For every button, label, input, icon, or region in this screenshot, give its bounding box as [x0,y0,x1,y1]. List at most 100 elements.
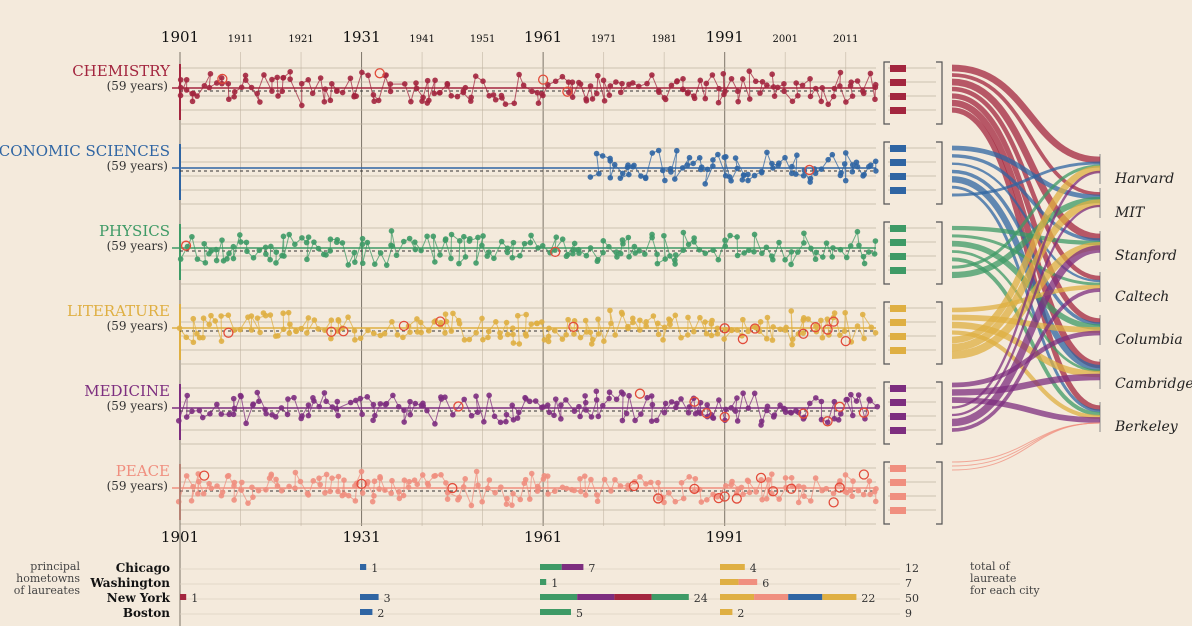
data-point [365,72,371,79]
data-point [254,315,261,321]
data-point [614,254,620,260]
data-point [763,407,770,414]
data-point [480,78,486,85]
data-point [177,84,184,91]
category-title: CHEMISTRY [72,62,171,80]
data-point [559,336,566,342]
data-point [801,493,807,499]
summary-bar [890,493,906,500]
bottom-tick-label: 1931 [342,528,380,546]
data-point [516,409,522,416]
data-point [461,233,467,240]
data-point [273,260,279,266]
data-point [287,321,293,328]
data-point [437,252,443,258]
data-point [190,339,197,346]
data-point [244,248,250,255]
data-point [745,405,752,412]
highlight-point [804,164,815,176]
data-point [619,80,625,87]
data-point [310,478,317,484]
data-point [267,256,273,263]
summary-bar [890,479,906,486]
top-tick-label: 1921 [288,34,313,45]
data-point [642,175,649,182]
highlight-point [634,388,646,399]
data-point [631,162,637,169]
data-point [359,490,366,496]
data-point [347,399,354,406]
data-point [655,331,662,338]
data-point [327,97,334,104]
data-point [333,406,340,412]
data-point [783,324,789,331]
city-count: 2 [377,607,384,620]
highlight-point [374,68,385,79]
data-point [377,401,384,407]
city-bar-segment [614,594,652,600]
data-point [756,328,763,334]
data-point [438,319,444,326]
data-point [723,406,729,413]
data-point [407,411,414,418]
data-point [854,163,861,170]
flow-ribbon [951,164,1101,269]
data-point [648,418,655,424]
highlight-point [731,493,742,504]
data-point [690,160,696,167]
data-point [280,310,286,317]
data-point [365,327,371,334]
data-point [765,477,772,483]
data-point [764,82,770,89]
data-point [285,309,292,316]
data-point [393,252,400,259]
data-point [612,332,618,338]
data-point [460,89,467,96]
data-point [583,252,590,259]
data-point [696,409,703,415]
data-point [702,95,709,102]
data-point [329,475,335,481]
data-point [328,81,335,87]
data-point [262,244,269,251]
data-point [407,398,413,405]
data-point [805,316,811,322]
data-point [352,337,358,343]
data-point [752,78,759,85]
data-point [770,165,776,171]
data-point [183,414,190,420]
data-point [406,235,413,242]
data-point [714,330,721,337]
summary-bar [890,507,906,514]
data-point [532,398,539,404]
highlight-point [798,328,809,339]
city-count: 4 [750,562,757,575]
data-point [788,308,795,314]
data-point [642,251,648,257]
data-point [799,82,806,89]
data-point [417,319,424,326]
top-tick-label: 2001 [772,34,797,45]
data-point [873,486,879,492]
data-point [280,74,287,81]
institution-label: Harvard [1114,171,1174,187]
data-point [668,82,675,89]
data-point [672,498,679,505]
data-point [509,254,516,261]
data-point [322,490,328,496]
summary-bar [890,399,906,406]
data-point [582,393,588,399]
data-point [456,260,462,267]
data-point [734,252,741,259]
data-point [237,239,244,245]
data-point [504,331,511,338]
data-point [401,407,407,414]
data-point [571,240,578,247]
data-point [702,319,708,325]
data-point [503,418,509,425]
highlight-point [537,74,549,85]
flow-ribbon [951,314,1101,333]
data-point [843,99,849,105]
data-point [678,396,684,402]
data-point [702,181,708,187]
